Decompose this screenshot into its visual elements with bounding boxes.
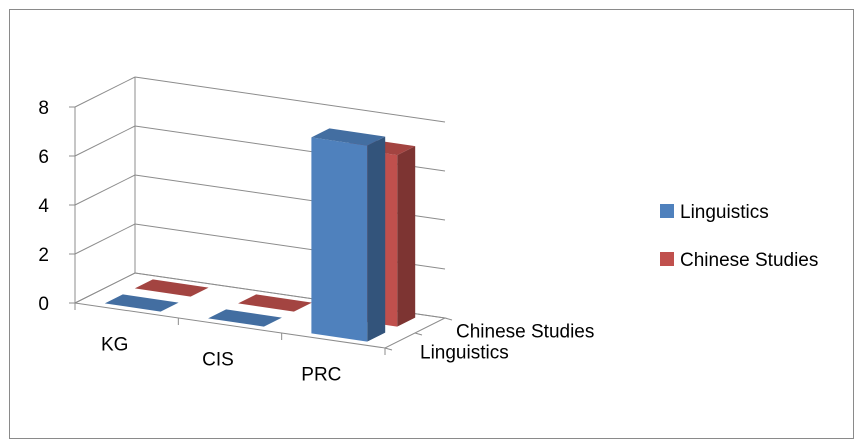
- bar-side: [367, 136, 386, 342]
- gridline: [134, 76, 446, 123]
- y-tick-label: 0: [38, 294, 49, 315]
- depth-tick: [384, 347, 393, 351]
- depth-tick: [444, 317, 453, 321]
- bar-top: [134, 279, 209, 297]
- y-tick-label: 4: [38, 196, 49, 217]
- depth-tick: [414, 332, 423, 336]
- bars: [104, 128, 416, 342]
- bar-chinese-studies-kg: [134, 279, 209, 297]
- bar-top: [238, 294, 312, 312]
- axes: [69, 106, 453, 355]
- side-gridline: [74, 174, 136, 206]
- legend-label-chinese-studies: Chinese Studies: [680, 250, 818, 271]
- side-gridline: [74, 272, 136, 304]
- bar-front: [311, 137, 368, 342]
- legend: Linguistics Chinese Studies: [660, 202, 818, 271]
- side-gridline: [74, 125, 136, 157]
- y-tick-labels: 0 2 4 6 8: [38, 98, 49, 315]
- y-tick-label: 8: [38, 98, 49, 119]
- depth-tick-label: Linguistics: [420, 343, 509, 364]
- bar-linguistics-kg: [104, 294, 179, 312]
- x-tick-label: KG: [101, 335, 128, 356]
- depth-tick-label: Chinese Studies: [456, 322, 594, 343]
- bar-top: [208, 309, 282, 327]
- legend-swatch-linguistics: [660, 204, 674, 218]
- x-tick-label: PRC: [301, 365, 341, 386]
- x-tick-label: CIS: [202, 350, 234, 371]
- bar-top: [311, 128, 386, 146]
- legend-swatch-chinese-studies: [660, 252, 674, 266]
- y-tick-label: 2: [38, 245, 49, 266]
- y-tick-label: 6: [38, 147, 49, 168]
- bar-linguistics-prc: [311, 128, 386, 342]
- depth-tick-labels: Linguistics Chinese Studies: [420, 322, 594, 364]
- x-tick-labels: KG CIS PRC: [101, 335, 341, 386]
- bar-side: [397, 146, 416, 327]
- bar-chinese-studies-cis: [238, 294, 312, 312]
- bar-linguistics-cis: [208, 309, 282, 327]
- side-gridline: [74, 76, 136, 108]
- side-gridline: [74, 223, 136, 255]
- chart-frame: [9, 9, 854, 439]
- legend-label-linguistics: Linguistics: [680, 202, 769, 223]
- bar-top: [104, 294, 179, 312]
